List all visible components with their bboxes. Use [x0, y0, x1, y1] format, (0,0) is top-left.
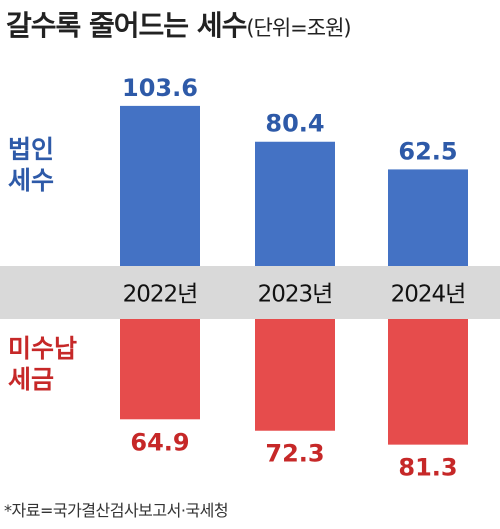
series-label-corporate-tax: 법인 세수 — [8, 134, 54, 196]
data-label-unpaid-tax: 72.3 — [265, 440, 324, 468]
unit-label: (단위=조원) — [246, 16, 351, 40]
series-label-line: 미수납 — [8, 334, 78, 363]
category-label: 2023년 — [258, 282, 333, 308]
category-label: 2022년 — [123, 282, 198, 308]
data-label-unpaid-tax: 81.3 — [398, 454, 457, 482]
series-label-line: 세수 — [8, 166, 55, 195]
bar-unpaid-tax — [255, 319, 335, 431]
series-label-unpaid-tax: 미수납 세금 — [8, 333, 77, 395]
data-label-unpaid-tax: 64.9 — [130, 428, 189, 456]
series-label-line: 세금 — [8, 365, 55, 394]
bar-unpaid-tax — [388, 319, 468, 445]
category-label: 2024년 — [391, 282, 466, 308]
title-row: 갈수록 줄어드는 세수(단위=조원) — [6, 4, 352, 44]
bar-corporate-tax — [120, 105, 200, 267]
category-band — [0, 266, 500, 319]
data-label-corporate-tax: 80.4 — [265, 110, 324, 138]
bar-corporate-tax — [255, 141, 335, 266]
data-label-corporate-tax: 62.5 — [398, 137, 457, 165]
series-label-line: 법인 — [8, 135, 55, 164]
source-note: *자료=국가결산검사보고서·국세청 — [4, 501, 229, 520]
bar-unpaid-tax — [120, 319, 200, 420]
data-label-corporate-tax: 103.6 — [122, 74, 198, 102]
chart-title: 갈수록 줄어드는 세수 — [6, 9, 247, 42]
bar-corporate-tax — [388, 169, 468, 266]
